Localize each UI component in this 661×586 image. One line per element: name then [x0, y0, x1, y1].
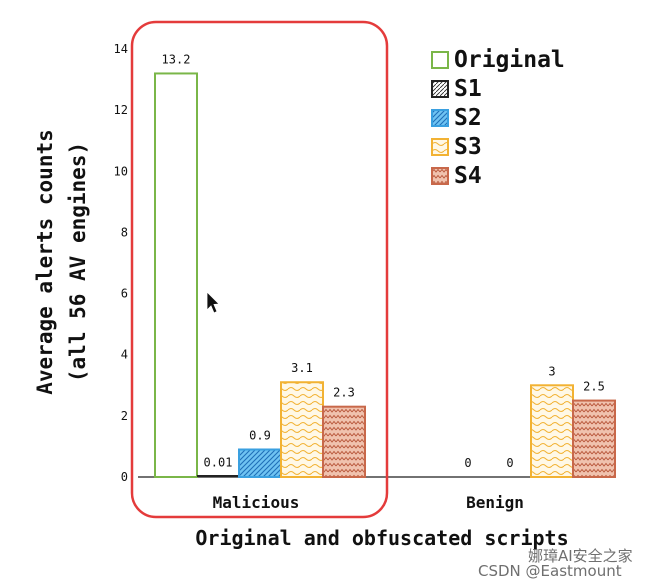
category-label-benign: Benign — [466, 493, 524, 512]
bars — [154, 72, 616, 479]
y-tick-label: 10 — [114, 164, 128, 178]
bar-value-label: 13.2 — [162, 52, 191, 66]
y-tick-label: 2 — [121, 409, 128, 423]
watermark-line1: 娜璋AI安全之家 — [528, 547, 633, 565]
watermark-line2: CSDN @Eastmount — [478, 562, 622, 580]
legend-swatch-original — [431, 51, 449, 69]
y-tick-label: 8 — [121, 225, 128, 239]
bar-value-labels: 13.2 0.01 0.9 3.1 2.3 0 0 3 2.5 — [162, 52, 605, 470]
bar-s2-malicious — [238, 448, 282, 479]
legend-label-s1: S1 — [454, 76, 482, 102]
malicious-highlight-box — [130, 20, 389, 519]
y-tick-label: 6 — [121, 287, 128, 301]
bar-value-label: 0 — [464, 456, 471, 470]
y-tick-label: 4 — [121, 348, 128, 362]
legend-swatch-s1 — [431, 80, 449, 98]
y-tick-label: 12 — [114, 103, 128, 117]
bar-original-malicious — [154, 72, 198, 478]
legend-label-s3: S3 — [454, 134, 482, 160]
bar-value-label: 0 — [506, 456, 513, 470]
x-axis-label: Original and obfuscated scripts — [195, 526, 568, 550]
bar-value-label: 3.1 — [291, 361, 313, 375]
bar-s4-malicious — [322, 405, 366, 478]
legend-label-original: Original — [454, 47, 565, 73]
bar-value-label: 3 — [548, 364, 555, 378]
bar-value-label: 2.5 — [583, 380, 605, 394]
y-tick-label: 14 — [114, 42, 128, 56]
bar-s3-benign — [530, 384, 574, 478]
y-axis-ticks: 0 2 4 6 8 10 12 14 — [114, 42, 128, 484]
mouse-cursor-icon — [206, 291, 220, 314]
y-tick-label: 0 — [121, 470, 128, 484]
bar-s4-benign — [572, 399, 616, 479]
bar-value-label: 2.3 — [333, 386, 355, 400]
legend-swatch-s3 — [431, 138, 449, 156]
legend: Original S1 S2 S3 S4 — [431, 47, 565, 189]
y-axis-label-line1: Average alerts counts — [33, 129, 57, 395]
legend-label-s2: S2 — [454, 105, 482, 131]
legend-swatch-s4 — [431, 167, 449, 185]
bar-value-label: 0.01 — [204, 456, 233, 470]
category-label-malicious: Malicious — [213, 493, 300, 512]
bar-s3-malicious — [280, 381, 324, 479]
bar-value-label: 0.9 — [249, 428, 271, 442]
legend-swatch-s2 — [431, 109, 449, 127]
legend-label-s4: S4 — [454, 163, 482, 189]
y-axis-label-line2: (all 56 AV engines) — [66, 142, 90, 382]
